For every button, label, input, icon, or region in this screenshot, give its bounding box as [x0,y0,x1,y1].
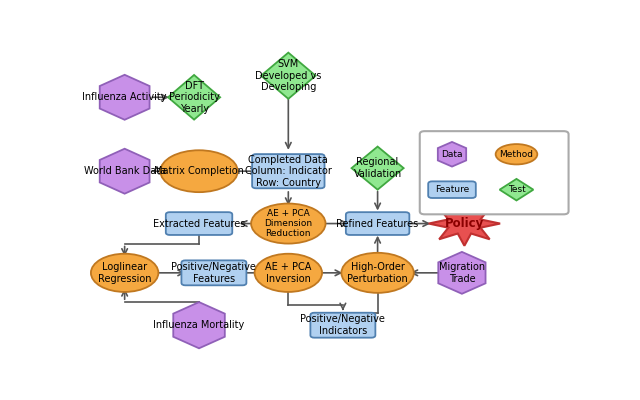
Text: Feature: Feature [435,185,469,194]
Polygon shape [100,149,150,194]
Ellipse shape [91,254,158,292]
Text: Regional
Validation: Regional Validation [353,157,402,179]
Ellipse shape [341,253,414,293]
Text: Method: Method [499,150,534,159]
Polygon shape [438,252,486,294]
Text: Policy: Policy [445,217,484,230]
Text: Data: Data [441,150,463,159]
Polygon shape [500,179,533,200]
Text: Migration
Trade: Migration Trade [439,262,485,284]
Ellipse shape [251,204,326,244]
Text: AE + PCA
Inversion: AE + PCA Inversion [265,262,312,284]
FancyBboxPatch shape [166,212,232,235]
Text: Extracted Features: Extracted Features [153,218,245,228]
FancyBboxPatch shape [428,181,476,198]
Text: Influenza Mortality: Influenza Mortality [154,320,244,330]
Text: AE + PCA
Dimension
Reduction: AE + PCA Dimension Reduction [264,209,312,238]
Ellipse shape [495,144,538,164]
FancyBboxPatch shape [252,154,324,188]
Text: High-Order
Perturbation: High-Order Perturbation [348,262,408,284]
Text: Test: Test [508,185,525,194]
Text: Loglinear
Regression: Loglinear Regression [98,262,152,284]
FancyBboxPatch shape [181,260,246,285]
Text: DFT
Periodicity
Yearly: DFT Periodicity Yearly [169,81,220,114]
Polygon shape [351,146,404,190]
FancyBboxPatch shape [346,212,410,235]
Polygon shape [438,142,466,166]
Polygon shape [100,75,150,120]
Polygon shape [429,201,500,246]
FancyBboxPatch shape [310,313,376,338]
Text: World Bank Data: World Bank Data [84,166,166,176]
Text: Positive/Negative
Indicators: Positive/Negative Indicators [300,314,385,336]
Text: SVM
Developed vs
Developing: SVM Developed vs Developing [255,59,321,92]
Polygon shape [173,302,225,348]
Text: Completed Data
Column: Indicator
Row: Country: Completed Data Column: Indicator Row: Co… [245,155,332,188]
Ellipse shape [161,150,237,192]
Text: Positive/Negative
Features: Positive/Negative Features [172,262,257,284]
FancyBboxPatch shape [420,131,568,214]
Ellipse shape [255,254,322,292]
Text: Refined Features: Refined Features [337,218,419,228]
Text: Matrix Completion: Matrix Completion [154,166,244,176]
Polygon shape [261,53,316,99]
Polygon shape [168,75,220,120]
Text: Influenza Activity: Influenza Activity [83,92,167,102]
